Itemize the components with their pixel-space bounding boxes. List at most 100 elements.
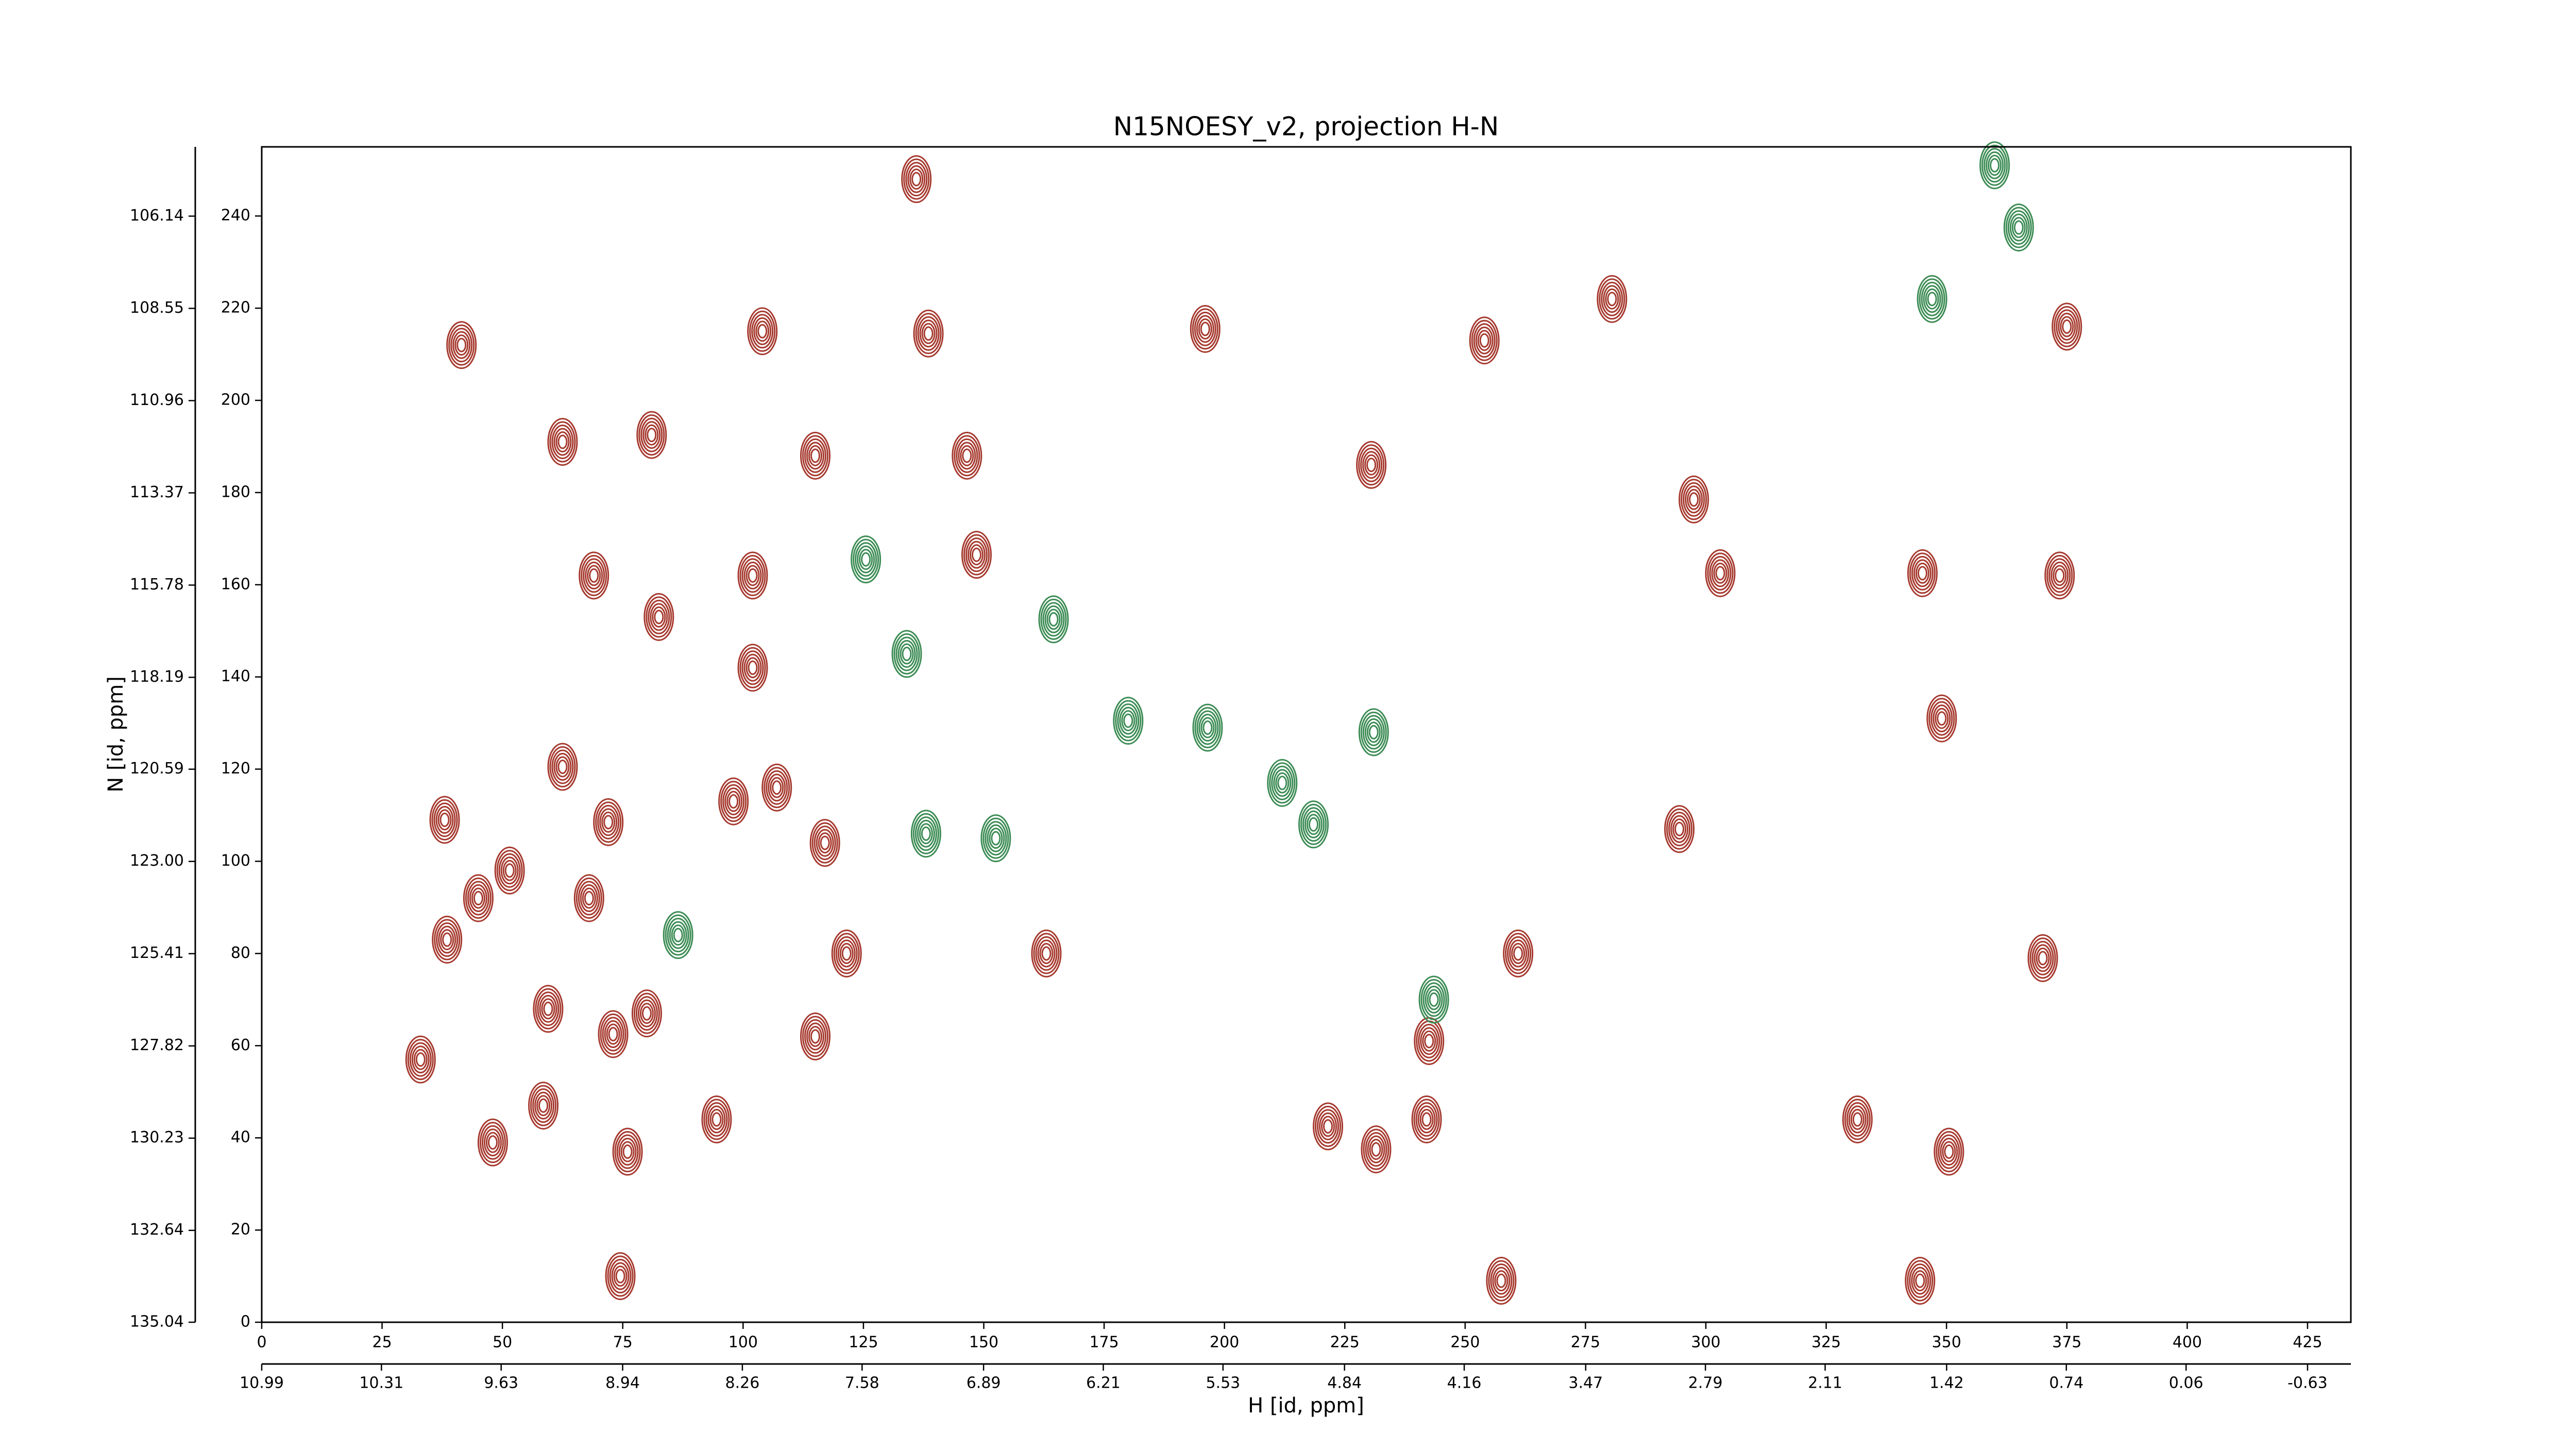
contour-ring bbox=[1844, 1099, 1871, 1140]
y-tick-label: 40 bbox=[231, 1128, 250, 1147]
contour-ring bbox=[1356, 441, 1387, 489]
contour-ring bbox=[969, 544, 984, 566]
contour-ring bbox=[2005, 207, 2032, 248]
x-tick-label: 400 bbox=[2173, 1334, 2202, 1352]
contour-ring bbox=[810, 448, 820, 463]
contour-ring bbox=[1907, 549, 1938, 597]
contour-ring bbox=[601, 811, 616, 833]
contour-ring bbox=[1689, 492, 1699, 507]
contour-ring bbox=[620, 1141, 635, 1162]
contour-ring bbox=[1666, 808, 1693, 850]
contour-ring bbox=[1986, 151, 2004, 179]
contour-ring bbox=[895, 636, 918, 671]
contour-ring bbox=[448, 324, 475, 366]
contour-ring bbox=[701, 1095, 732, 1143]
peak bbox=[1926, 694, 1957, 743]
contour-ring bbox=[547, 417, 578, 466]
x2-tick-label: 8.94 bbox=[605, 1374, 640, 1392]
contour-ring bbox=[989, 828, 1003, 849]
contour-ring bbox=[980, 814, 1011, 863]
contour-ring bbox=[636, 411, 667, 459]
x2-tick-label: 10.99 bbox=[240, 1374, 284, 1392]
contour-ring bbox=[639, 1003, 654, 1024]
contour-ring bbox=[603, 815, 614, 830]
contour-ring bbox=[705, 1102, 728, 1137]
contour-ring bbox=[1317, 1109, 1340, 1144]
y-axis-label: N [id, ppm] bbox=[104, 676, 128, 793]
y2-tick-label: 123.00 bbox=[130, 852, 184, 870]
peak bbox=[1503, 929, 1534, 978]
peak bbox=[901, 155, 932, 204]
peak bbox=[1031, 929, 1062, 978]
contour-ring bbox=[1421, 1112, 1432, 1127]
contour-ring bbox=[456, 338, 467, 352]
contour-ring bbox=[633, 992, 660, 1034]
x2-tick-label: 3.47 bbox=[1568, 1374, 1603, 1392]
contour-ring bbox=[917, 819, 935, 848]
contour-ring bbox=[739, 554, 766, 596]
contour-ring bbox=[496, 850, 523, 891]
contour-ring bbox=[915, 313, 942, 355]
contour-ring bbox=[2013, 220, 2024, 235]
contour-ring bbox=[893, 633, 920, 675]
contour-ring bbox=[1685, 485, 1703, 514]
contour-ring bbox=[1361, 1125, 1392, 1174]
contour-ring bbox=[911, 172, 922, 187]
x2-tick-label: 6.89 bbox=[967, 1374, 1001, 1392]
contour-ring bbox=[638, 414, 665, 456]
contour-ring bbox=[471, 887, 485, 909]
contour-ring bbox=[737, 551, 768, 600]
peak bbox=[961, 531, 992, 579]
peak bbox=[851, 535, 882, 584]
y-tick-label: 0 bbox=[241, 1313, 250, 1331]
contour-ring bbox=[1664, 805, 1695, 853]
contour-ring bbox=[909, 169, 924, 190]
peak bbox=[2052, 302, 2082, 351]
contour-ring bbox=[1313, 1102, 1344, 1151]
contour-ring bbox=[739, 647, 766, 688]
peak bbox=[891, 630, 922, 678]
contour-ring bbox=[921, 826, 931, 841]
contour-ring bbox=[543, 1001, 553, 1016]
contour-ring bbox=[1473, 323, 1496, 358]
contour-ring bbox=[808, 445, 822, 466]
contour-ring bbox=[1123, 713, 1133, 728]
contour-ring bbox=[1687, 488, 1701, 510]
peak bbox=[952, 431, 982, 480]
contour-ring bbox=[764, 767, 790, 808]
peak bbox=[631, 989, 662, 1038]
contour-ring bbox=[641, 1006, 652, 1021]
contour-ring bbox=[1511, 942, 1526, 964]
contour-ring bbox=[1367, 1135, 1385, 1164]
contour-ring bbox=[855, 542, 877, 577]
y2-tick-label: 125.41 bbox=[130, 944, 184, 962]
contour-ring bbox=[1713, 562, 1727, 584]
contour-ring bbox=[1371, 1142, 1381, 1157]
y-tick-label: 20 bbox=[231, 1221, 250, 1239]
contour-ring bbox=[551, 424, 574, 459]
contour-ring bbox=[1850, 1108, 1865, 1130]
contour-ring bbox=[663, 911, 693, 959]
contour-ring bbox=[1198, 714, 1217, 742]
contour-ring bbox=[485, 1132, 500, 1153]
contour-ring bbox=[1505, 933, 1532, 974]
contour-ring bbox=[433, 802, 456, 837]
contour-ring bbox=[1927, 292, 1937, 307]
x2-tick-label: 7.58 bbox=[845, 1374, 879, 1392]
contour-ring bbox=[614, 1131, 641, 1173]
y-tick-label: 240 bbox=[221, 207, 250, 225]
peak bbox=[547, 417, 578, 466]
peak bbox=[701, 1095, 732, 1143]
contour-ring bbox=[1909, 1263, 1931, 1298]
contour-ring bbox=[643, 593, 674, 641]
contour-ring bbox=[500, 856, 519, 885]
contour-ring bbox=[1711, 559, 1730, 587]
peak bbox=[1664, 805, 1695, 853]
contour-ring bbox=[407, 1039, 434, 1081]
contour-ring bbox=[1042, 602, 1065, 637]
contour-ring bbox=[504, 863, 515, 878]
contour-ring bbox=[1411, 1095, 1442, 1143]
peak bbox=[809, 819, 840, 867]
contour-ring bbox=[608, 1026, 618, 1041]
contour-ring bbox=[917, 316, 940, 351]
